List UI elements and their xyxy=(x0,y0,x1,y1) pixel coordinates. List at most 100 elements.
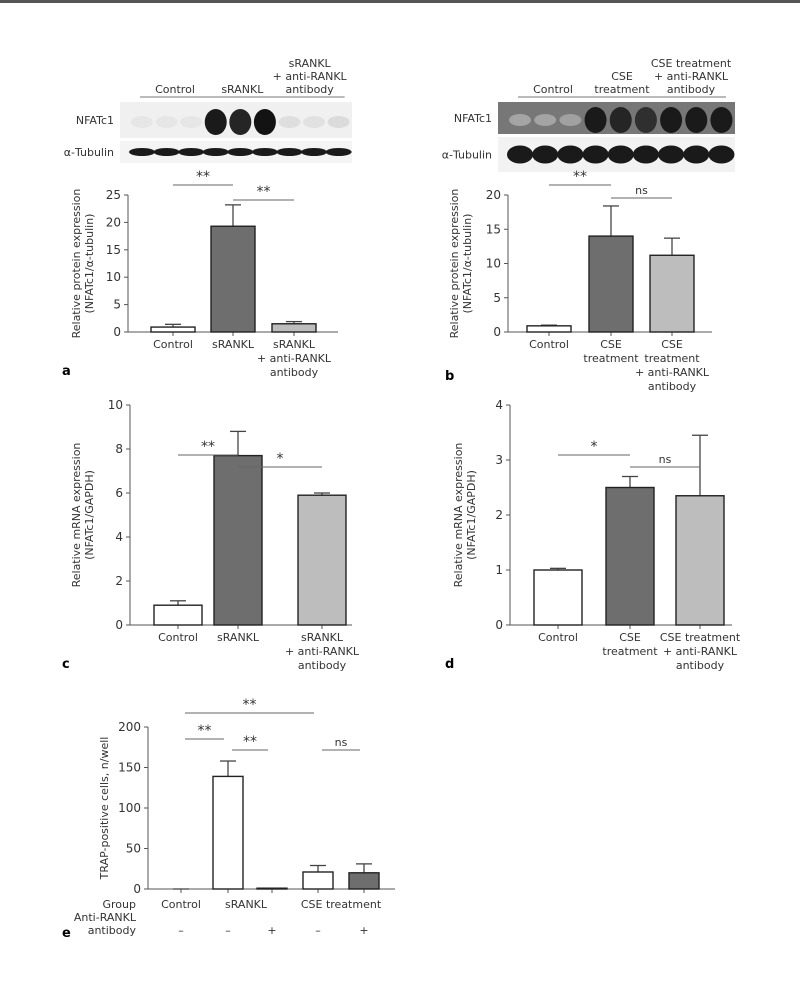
y-tick-label: 5 xyxy=(493,291,501,305)
x-category-label: CSE xyxy=(600,338,622,351)
y-tick-label: 100 xyxy=(118,801,141,815)
bar xyxy=(588,235,634,333)
y-tick-label: 0 xyxy=(495,618,503,632)
panel-letter-c: c xyxy=(62,657,70,672)
antibody-row-label: Anti-RANKL xyxy=(74,911,137,924)
y-tick-label: 10 xyxy=(106,270,121,284)
x-category-label: CSE xyxy=(619,631,641,644)
y-tick-label: 0 xyxy=(113,325,121,339)
y-tick-label: 20 xyxy=(486,188,501,202)
blot-row-label: NFATc1 xyxy=(76,114,114,127)
group-row-label: Group xyxy=(103,898,137,911)
tubulin-band xyxy=(276,148,303,156)
bar xyxy=(153,604,203,626)
bar xyxy=(348,872,380,890)
bar xyxy=(256,887,288,890)
y-tick-label: 10 xyxy=(486,257,501,271)
blot-group-label: + anti-RANKL xyxy=(654,70,729,83)
y-tick-label: 25 xyxy=(106,188,121,202)
y-axis-label: Relative protein expression xyxy=(70,189,83,339)
bar xyxy=(526,325,572,333)
blot-row-label: α-Tubulin xyxy=(442,149,492,162)
tubulin-band xyxy=(227,148,254,156)
y-tick-label: 4 xyxy=(495,398,503,412)
nfatc1-band xyxy=(685,107,708,133)
tubulin-band xyxy=(683,145,710,164)
tubulin-band xyxy=(153,148,180,156)
antibody-sign: + xyxy=(267,924,276,937)
bar xyxy=(302,871,334,890)
y-tick-label: 15 xyxy=(106,243,121,257)
bar xyxy=(297,494,347,626)
antibody-row-label: antibody xyxy=(88,924,137,937)
y-tick-label: 150 xyxy=(118,761,141,775)
bar xyxy=(675,495,725,626)
nfatc1-band xyxy=(609,107,632,133)
bar xyxy=(213,454,263,626)
x-category-label: sRANKL xyxy=(217,631,260,644)
x-category-label: Control xyxy=(158,631,198,644)
y-tick-label: 4 xyxy=(115,530,123,544)
panel-letter-b: b xyxy=(445,369,454,384)
x-group-label: CSE treatment xyxy=(301,898,382,911)
x-category-label: + anti-RANKL xyxy=(285,645,360,658)
nfatc1-band xyxy=(180,116,203,128)
y-axis-label: (NFATc1/GAPDH) xyxy=(465,470,478,560)
y-tick-label: 1 xyxy=(495,563,503,577)
nfatc1-band xyxy=(229,109,252,135)
nfatc1-band xyxy=(534,114,557,126)
x-category-label: sRANKL xyxy=(212,338,255,351)
blot-group-label: Control xyxy=(533,83,573,96)
significance-label: * xyxy=(277,451,284,467)
y-tick-label: 200 xyxy=(118,720,141,734)
tubulin-band xyxy=(632,145,659,164)
blot-group-label: Control xyxy=(155,83,195,96)
x-category-label: antibody xyxy=(676,659,725,672)
significance-label: ns xyxy=(659,453,672,466)
significance-label: ** xyxy=(573,169,587,185)
y-axis-label: Relative mRNA expression xyxy=(70,443,83,588)
significance-label: ** xyxy=(198,723,212,739)
y-tick-label: 8 xyxy=(115,442,123,456)
x-category-label: antibody xyxy=(298,659,347,672)
y-tick-label: 0 xyxy=(133,882,141,896)
y-tick-label: 0 xyxy=(115,618,123,632)
tubulin-band xyxy=(129,148,155,156)
nfatc1-band xyxy=(660,107,683,133)
tubulin-band xyxy=(708,145,735,164)
x-category-label: sRANKL xyxy=(301,631,344,644)
y-tick-label: 15 xyxy=(486,222,501,236)
significance-label: ** xyxy=(201,439,215,455)
bar xyxy=(649,254,695,333)
blot-group-label: sRANKL xyxy=(221,83,264,96)
panel-letter-d: d xyxy=(445,657,454,672)
x-category-label: CSE treatment xyxy=(660,631,741,644)
blot-group-label: + anti-RANKL xyxy=(273,70,348,83)
bar xyxy=(210,225,256,333)
y-axis-label: (NFATc1/α-tubulin) xyxy=(83,214,96,314)
top-border xyxy=(0,0,800,3)
antibody-sign: + xyxy=(359,924,368,937)
y-tick-label: 50 xyxy=(126,842,141,856)
bar xyxy=(271,323,317,333)
blot-group-label: antibody xyxy=(667,83,716,96)
x-category-label: + anti-RANKL xyxy=(663,645,738,658)
x-category-label: treatment xyxy=(644,352,700,365)
nfatc1-band xyxy=(634,107,657,133)
blot-group-label: treatment xyxy=(594,83,650,96)
y-tick-label: 0 xyxy=(493,325,501,339)
y-axis-label: (NFATc1/α-tubulin) xyxy=(461,214,474,314)
blot-row-label: NFATc1 xyxy=(454,112,492,125)
nfatc1-band xyxy=(584,107,607,133)
nfatc1-band xyxy=(303,116,326,128)
panel-letter-e: e xyxy=(62,926,71,941)
antibody-sign: – xyxy=(225,924,231,937)
significance-label: ** xyxy=(243,697,257,713)
tubulin-band xyxy=(178,148,205,156)
tubulin-band xyxy=(607,145,634,164)
nfatc1-band xyxy=(131,116,153,128)
y-tick-label: 20 xyxy=(106,215,121,229)
x-category-label: sRANKL xyxy=(273,338,316,351)
significance-label: ns xyxy=(335,736,348,749)
